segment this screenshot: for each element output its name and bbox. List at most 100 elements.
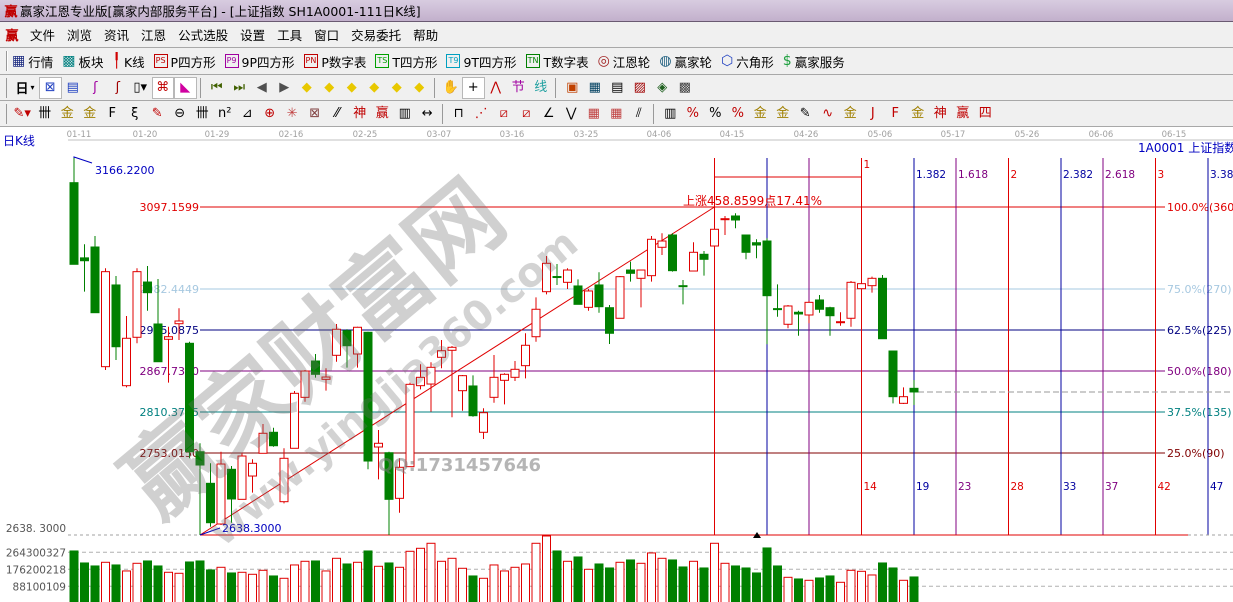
candle[interactable] — [101, 268, 110, 371]
scroll-left-icon[interactable]: ◀ — [256, 80, 267, 95]
volume-bar[interactable] — [657, 557, 667, 602]
print-icon[interactable]: ▩ — [678, 80, 691, 95]
line-icon[interactable]: 线 — [534, 80, 548, 95]
god-icon[interactable]: 神 — [353, 106, 367, 121]
candle[interactable] — [353, 326, 362, 368]
candle[interactable] — [752, 239, 761, 259]
candle[interactable] — [437, 340, 446, 369]
candle[interactable] — [384, 451, 394, 535]
candle[interactable] — [857, 274, 866, 292]
zoom-right-icon[interactable]: ◆ — [324, 80, 335, 95]
kline-chart[interactable]: 01-11 01-20 01-29 02-16 02-25 03-07 03-16 03-25… — [0, 127, 1233, 602]
triangle-icon[interactable]: ⊿ — [241, 106, 253, 121]
toolbar-button-winner-wheel[interactable]: ◍ 赢家轮 — [659, 52, 712, 71]
pen-grid-icon[interactable]: ✎ — [151, 106, 163, 121]
volume-bar[interactable] — [594, 563, 604, 602]
candle[interactable] — [594, 272, 604, 313]
candle[interactable] — [773, 284, 782, 317]
candle[interactable] — [80, 244, 89, 292]
candle[interactable] — [216, 451, 226, 525]
toolbar-button-pn-table[interactable]: PN P数字表 — [303, 52, 366, 71]
candle[interactable] — [762, 238, 772, 345]
volume-bar[interactable] — [804, 579, 814, 602]
candle[interactable] — [878, 275, 887, 340]
candle[interactable] — [836, 312, 845, 326]
percent-levels-icon[interactable]: % — [731, 106, 744, 121]
report-icon[interactable]: ▤ — [611, 80, 624, 95]
percent-icon[interactable]: % — [709, 106, 722, 121]
pen-levels-icon[interactable]: ✎ — [799, 106, 811, 121]
toolbar-button-tn-table[interactable]: TN T数字表 — [525, 52, 589, 71]
volume-bar[interactable] — [615, 561, 625, 602]
volume-bar[interactable] — [510, 566, 520, 602]
volume-bar[interactable] — [783, 576, 793, 602]
volume-bar[interactable] — [689, 560, 698, 602]
candle[interactable] — [605, 304, 614, 345]
volume-bar[interactable] — [741, 567, 751, 602]
section-icon[interactable]: 节 — [511, 80, 525, 95]
volume-bar[interactable] — [552, 550, 562, 602]
candle[interactable] — [321, 368, 331, 391]
candle[interactable] — [867, 276, 877, 293]
candle[interactable] — [122, 315, 131, 388]
percent-line-icon[interactable]: % — [686, 106, 699, 121]
notes-icon[interactable]: ▤ — [66, 80, 79, 95]
toolbar-button-ps-square[interactable]: PS P四方形 — [153, 52, 216, 71]
volume-bar[interactable] — [458, 567, 467, 602]
candle[interactable] — [479, 408, 488, 440]
volume-bar[interactable] — [762, 547, 772, 602]
volume-bar[interactable] — [426, 542, 436, 602]
volume-bar[interactable] — [80, 562, 89, 602]
volume-bar[interactable] — [153, 565, 163, 602]
volume-bar[interactable] — [531, 542, 541, 602]
volume-bar[interactable] — [636, 562, 646, 602]
candle[interactable] — [290, 390, 299, 449]
candle[interactable] — [269, 427, 278, 447]
volume-bar[interactable] — [69, 550, 79, 602]
volume-bar[interactable] — [321, 570, 331, 602]
candle[interactable] — [678, 280, 688, 305]
candle[interactable] — [279, 448, 289, 504]
volume-bar[interactable] — [395, 566, 404, 602]
candle[interactable] — [731, 213, 740, 229]
volume-bar[interactable] — [479, 577, 488, 602]
candle[interactable] — [563, 268, 572, 289]
flag-icon[interactable]: ◣ — [174, 76, 197, 99]
candle[interactable] — [899, 387, 908, 404]
volume-bar[interactable] — [353, 561, 362, 602]
volume-bar[interactable] — [111, 564, 121, 602]
volume-bar[interactable] — [909, 576, 919, 602]
candle[interactable] — [447, 346, 457, 418]
gann-box-2-icon[interactable]: ⧄ — [522, 106, 531, 121]
candle[interactable] — [248, 459, 257, 493]
candle[interactable] — [500, 373, 509, 405]
candle[interactable] — [174, 308, 184, 341]
candle[interactable] — [405, 382, 415, 468]
volume-bar[interactable] — [542, 535, 551, 602]
candle[interactable] — [164, 326, 173, 383]
volume-bar[interactable] — [374, 565, 383, 602]
candle[interactable] — [804, 300, 814, 324]
zigzag-icon[interactable]: ⋀ — [490, 80, 502, 95]
volume-bar[interactable] — [227, 572, 236, 602]
volume-bar[interactable] — [584, 568, 593, 602]
candle[interactable] — [206, 463, 215, 527]
candle[interactable] — [542, 256, 551, 295]
gold-ratio-icon[interactable]: 金 — [60, 106, 74, 121]
window-layout-icon[interactable]: ⊠ — [39, 76, 62, 99]
candle[interactable] — [332, 323, 341, 362]
candle[interactable] — [132, 268, 142, 344]
last-bar-icon[interactable]: ⏭ — [233, 80, 246, 95]
measure-icon[interactable]: ↔ — [421, 106, 433, 121]
volume-bar[interactable] — [647, 552, 656, 602]
winner-icon[interactable]: 赢 — [375, 106, 389, 121]
zoom-out-icon[interactable]: ◆ — [414, 80, 425, 95]
circle-icon[interactable]: ⊖ — [174, 106, 186, 121]
volume-bar[interactable] — [332, 557, 341, 602]
volume-bar[interactable] — [899, 579, 908, 602]
volume-bar[interactable] — [815, 577, 824, 602]
volume-bar[interactable] — [668, 559, 677, 602]
menu-gann[interactable]: 江恩 — [141, 28, 167, 43]
gold-angle-icon[interactable]: 金 — [911, 106, 925, 121]
f-angle-icon[interactable]: F — [891, 106, 899, 121]
